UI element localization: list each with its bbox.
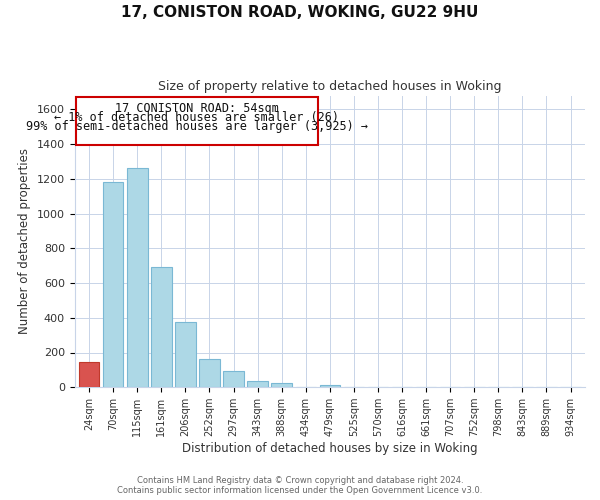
Bar	[247, 380, 268, 387]
Y-axis label: Number of detached properties: Number of detached properties	[18, 148, 31, 334]
Text: ← 1% of detached houses are smaller (26): ← 1% of detached houses are smaller (26)	[55, 111, 340, 124]
Text: 17 CONISTON ROAD: 54sqm: 17 CONISTON ROAD: 54sqm	[115, 102, 279, 116]
Bar	[175, 322, 196, 387]
Text: 17, CONISTON ROAD, WOKING, GU22 9HU: 17, CONISTON ROAD, WOKING, GU22 9HU	[121, 5, 479, 20]
Bar	[271, 384, 292, 387]
Bar	[103, 182, 124, 387]
Bar	[320, 386, 340, 387]
Title: Size of property relative to detached houses in Woking: Size of property relative to detached ho…	[158, 80, 502, 93]
Text: Contains HM Land Registry data © Crown copyright and database right 2024.
Contai: Contains HM Land Registry data © Crown c…	[118, 476, 482, 495]
Bar	[127, 168, 148, 387]
Bar	[76, 98, 318, 145]
Bar	[151, 268, 172, 387]
Bar	[223, 371, 244, 387]
Bar	[199, 359, 220, 387]
Bar	[79, 362, 100, 387]
X-axis label: Distribution of detached houses by size in Woking: Distribution of detached houses by size …	[182, 442, 478, 455]
Text: 99% of semi-detached houses are larger (3,925) →: 99% of semi-detached houses are larger (…	[26, 120, 368, 133]
